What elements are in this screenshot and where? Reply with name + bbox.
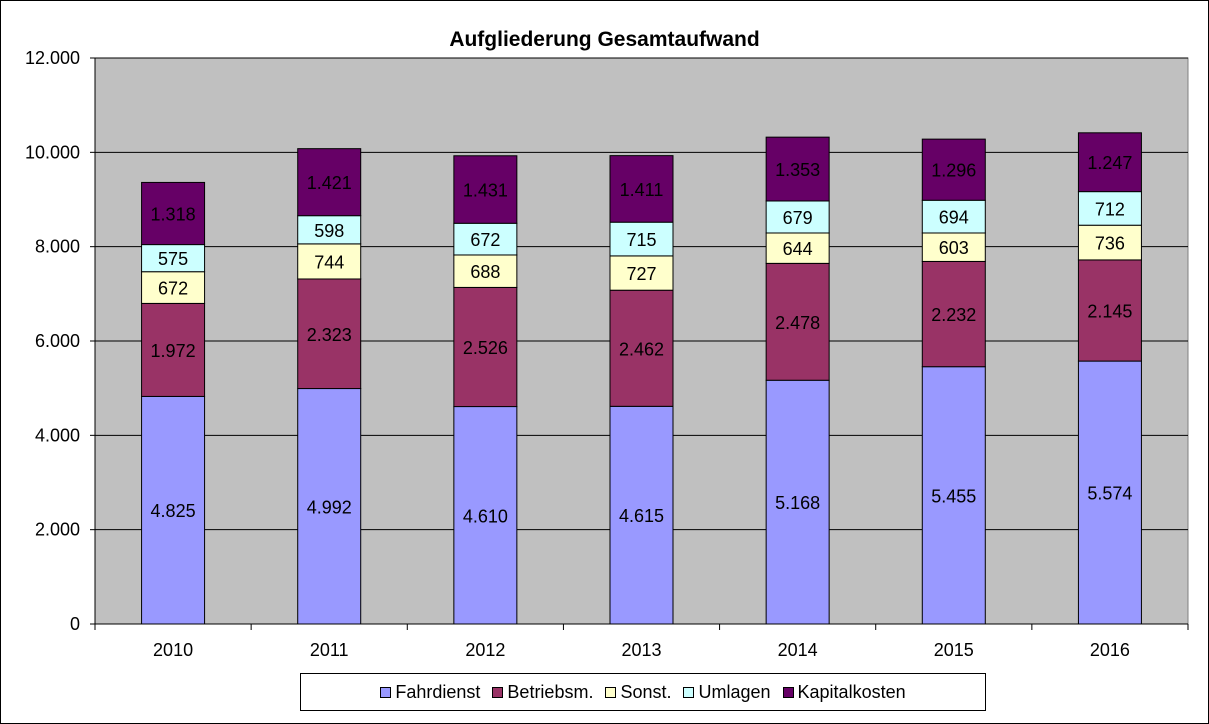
bar-sonst--2012 [453,254,518,288]
bar-fahrdienst-2011 [297,388,362,625]
legend-swatch [683,686,695,698]
data-label: 727 [626,264,656,284]
y-tick-label: 8.000 [35,237,80,257]
data-label: 4.825 [151,501,196,521]
data-label: 4.615 [619,506,664,526]
bar-fahrdienst-2013 [609,405,674,625]
data-label: 672 [470,230,500,250]
data-label: 603 [939,238,969,258]
data-label: 688 [470,262,500,282]
legend-label: Sonst. [620,681,672,702]
y-tick-label: 6.000 [35,331,80,351]
data-label: 2.462 [619,339,664,359]
data-label: 694 [939,208,969,228]
data-label: 1.972 [151,341,196,361]
data-label: 2.145 [1087,302,1132,322]
bar-betriebsm--2016 [1077,259,1142,362]
bar-betriebsm--2015 [921,260,986,368]
data-label: 679 [783,208,813,228]
y-tick-label: 10.000 [25,142,80,162]
bar-umlagen-2010 [141,244,206,273]
y-tick-label: 0 [70,614,80,634]
bar-sonst--2016 [1077,224,1142,261]
data-label: 1.431 [463,181,508,201]
chart-title: Aufgliederung Gesamtaufwand [449,28,760,51]
y-tick-label: 12.000 [25,48,80,68]
data-label: 5.455 [931,486,976,506]
x-tick-label: 2010 [153,640,193,660]
legend-item: Sonst. [605,682,671,703]
bar-kapitalkosten-2016 [1077,132,1142,193]
data-label: 2.232 [931,305,976,325]
legend-label: Kapitalkosten [797,681,906,702]
bar-fahrdienst-2012 [453,406,518,625]
bar-betriebsm--2011 [297,278,362,390]
bar-sonst--2011 [297,243,362,280]
legend-item: Kapitalkosten [782,681,906,703]
bar-betriebsm--2012 [453,286,518,408]
data-label: 2.478 [775,313,820,333]
data-label: 2.526 [463,338,508,358]
data-label: 598 [314,221,344,241]
data-label: 712 [1095,199,1125,219]
data-label: 1.411 [620,180,664,200]
data-label: 5.574 [1087,484,1132,504]
legend-item: Umlagen [683,681,771,703]
legend-swatch [380,686,392,698]
data-label: 1.247 [1087,153,1132,173]
bar-sonst--2015 [921,232,986,262]
x-tick-label: 2011 [310,640,349,660]
bar-betriebsm--2014 [765,262,830,381]
bar-fahrdienst-2014 [765,379,830,625]
data-label: 4.610 [463,506,508,526]
bar-kapitalkosten-2010 [141,181,206,246]
data-label: 644 [783,239,813,259]
data-label: 744 [314,252,344,272]
data-label: 1.353 [775,160,820,180]
legend-label: Betriebsm. [507,681,594,702]
bar-fahrdienst-2016 [1077,360,1142,625]
bar-betriebsm--2010 [141,302,206,397]
x-tick-label: 2016 [1090,640,1130,660]
bar-kapitalkosten-2011 [297,148,362,217]
data-label: 715 [626,230,656,250]
x-tick-label: 2015 [934,640,974,660]
data-label: 736 [1095,234,1125,254]
legend-label: Fahrdienst [395,681,481,702]
legend-item: Betriebsm. [492,682,593,703]
legend-swatch [782,686,794,698]
legend-item: Fahrdienst [380,682,480,703]
bar-betriebsm--2013 [609,289,674,407]
y-tick-label: 2.000 [35,520,80,540]
data-label: 672 [158,279,188,299]
data-label: 1.296 [931,161,976,181]
data-label: 575 [158,249,188,269]
bar-umlagen-2011 [297,215,362,245]
bar-kapitalkosten-2013 [609,155,674,223]
bar-kapitalkosten-2015 [921,138,986,201]
bar-umlagen-2014 [765,200,830,234]
data-label: 1.421 [307,173,352,193]
x-tick-label: 2014 [778,640,818,660]
legend: Fahrdienst Betriebsm. Sonst. Umlagen Kapital… [300,673,986,711]
x-tick-label: 2012 [465,640,505,660]
bar-fahrdienst-2010 [141,395,206,625]
bar-kapitalkosten-2014 [765,136,830,202]
legend-label: Umlagen [698,681,771,702]
data-label: 1.318 [151,205,196,225]
x-tick-label: 2013 [621,640,661,660]
legend-swatch [605,686,617,698]
bar-umlagen-2013 [609,221,674,257]
bar-kapitalkosten-2012 [453,155,518,224]
data-label: 5.168 [775,493,820,513]
y-tick-label: 4.000 [35,425,80,445]
data-label: 2.323 [307,325,352,345]
bar-fahrdienst-2015 [921,366,986,625]
legend-swatch [492,686,504,698]
data-label: 4.992 [307,497,352,517]
